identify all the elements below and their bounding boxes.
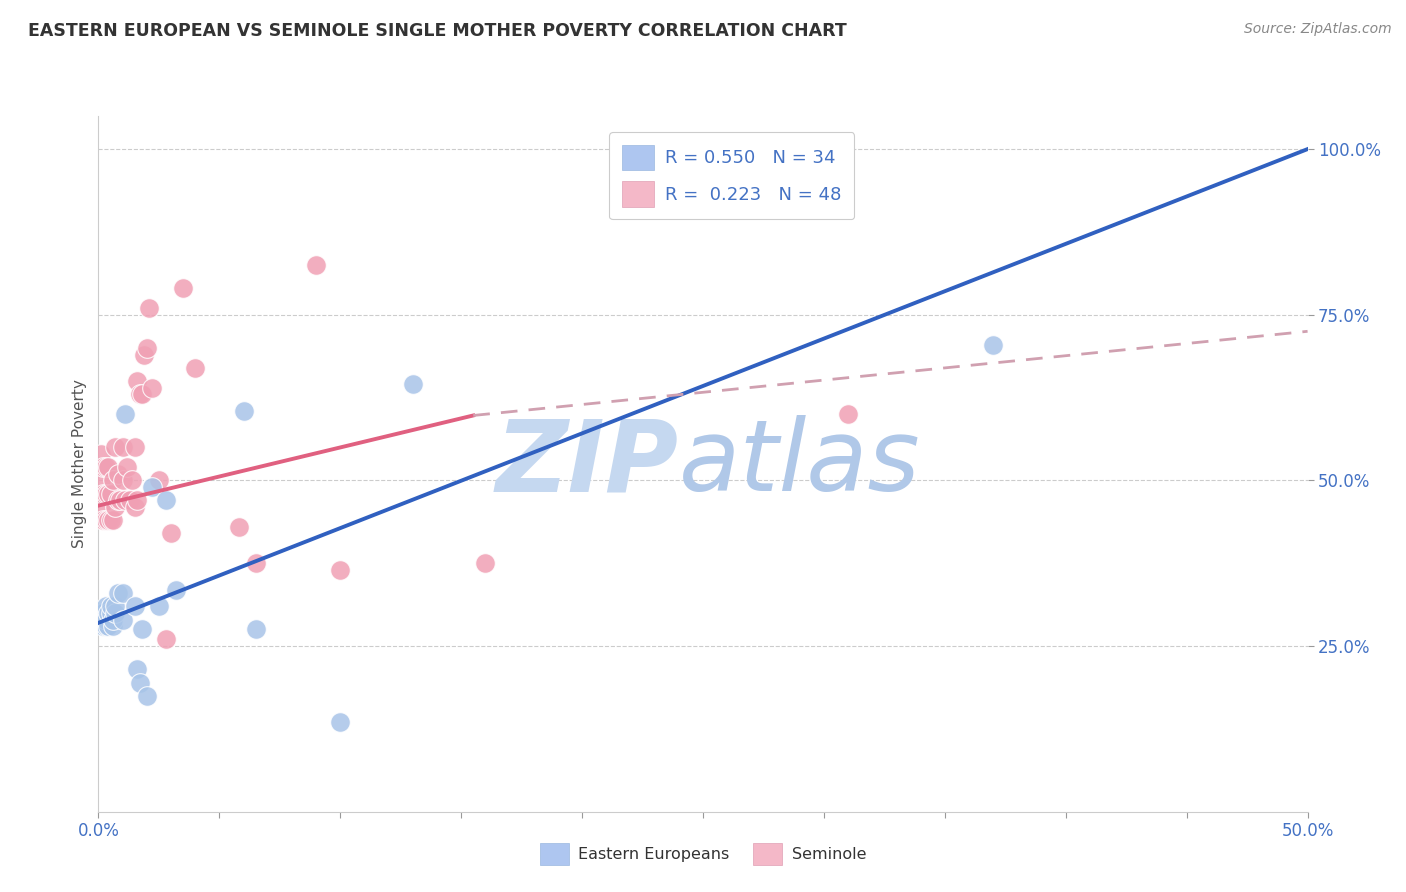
Point — [90, 606, 112, 620]
Point — [135, 341, 157, 355]
Point — [679, 155, 702, 169]
Point — [124, 440, 146, 454]
Point — [128, 387, 150, 401]
Point — [111, 586, 134, 600]
Point — [127, 662, 149, 676]
Point — [101, 619, 124, 633]
Point — [94, 613, 117, 627]
Point — [135, 689, 157, 703]
Point — [107, 467, 129, 481]
Point — [97, 619, 120, 633]
Point — [94, 486, 117, 500]
Text: Source: ZipAtlas.com: Source: ZipAtlas.com — [1244, 22, 1392, 37]
Point — [128, 675, 150, 690]
Point — [329, 563, 352, 577]
Point — [165, 582, 187, 597]
Point — [160, 526, 183, 541]
Point — [148, 599, 170, 614]
Point — [474, 556, 496, 570]
Point — [97, 513, 120, 527]
Point — [97, 486, 120, 500]
Point — [184, 360, 207, 375]
Point — [97, 460, 120, 475]
Point — [121, 474, 143, 488]
Point — [134, 347, 156, 361]
Point — [104, 599, 127, 614]
Point — [148, 474, 170, 488]
Point — [232, 404, 254, 418]
Point — [100, 513, 122, 527]
Point — [155, 632, 177, 647]
Point — [118, 493, 141, 508]
Point — [138, 301, 160, 315]
Point — [90, 474, 112, 488]
Point — [94, 460, 117, 475]
Text: atlas: atlas — [679, 416, 921, 512]
Point — [100, 606, 122, 620]
Point — [104, 440, 127, 454]
Text: EASTERN EUROPEAN VS SEMINOLE SINGLE MOTHER POVERTY CORRELATION CHART: EASTERN EUROPEAN VS SEMINOLE SINGLE MOTH… — [28, 22, 846, 40]
Point — [111, 474, 134, 488]
Point — [837, 407, 859, 421]
Point — [90, 500, 112, 514]
Point — [111, 440, 134, 454]
Point — [101, 513, 124, 527]
Point — [104, 606, 127, 620]
Point — [94, 619, 117, 633]
Point — [94, 599, 117, 614]
Point — [124, 599, 146, 614]
Text: ZIP: ZIP — [496, 416, 679, 512]
Point — [172, 281, 194, 295]
Point — [101, 613, 124, 627]
Point — [104, 500, 127, 514]
Point — [402, 377, 425, 392]
Point — [155, 493, 177, 508]
Y-axis label: Single Mother Poverty: Single Mother Poverty — [72, 379, 87, 549]
Point — [114, 407, 136, 421]
Point — [141, 381, 163, 395]
Point — [141, 480, 163, 494]
Point — [114, 493, 136, 508]
Point — [101, 474, 124, 488]
Point — [91, 606, 114, 620]
Point — [94, 513, 117, 527]
Point — [90, 447, 112, 461]
Point — [127, 493, 149, 508]
Point — [107, 586, 129, 600]
Point — [91, 513, 114, 527]
Point — [245, 623, 267, 637]
Point — [127, 374, 149, 388]
Point — [91, 460, 114, 475]
Point — [107, 493, 129, 508]
Point — [90, 613, 112, 627]
Point — [91, 486, 114, 500]
Point — [228, 520, 250, 534]
Point — [131, 623, 153, 637]
Point — [124, 500, 146, 514]
Point — [100, 486, 122, 500]
Point — [245, 556, 267, 570]
Point — [305, 258, 328, 272]
Point — [111, 613, 134, 627]
Point — [91, 619, 114, 633]
Point — [131, 387, 153, 401]
Point — [981, 337, 1004, 351]
Point — [117, 460, 139, 475]
Point — [97, 606, 120, 620]
Point — [108, 493, 131, 508]
Point — [329, 715, 352, 730]
Point — [100, 599, 122, 614]
Legend: Eastern Europeans, Seminole: Eastern Europeans, Seminole — [531, 835, 875, 873]
